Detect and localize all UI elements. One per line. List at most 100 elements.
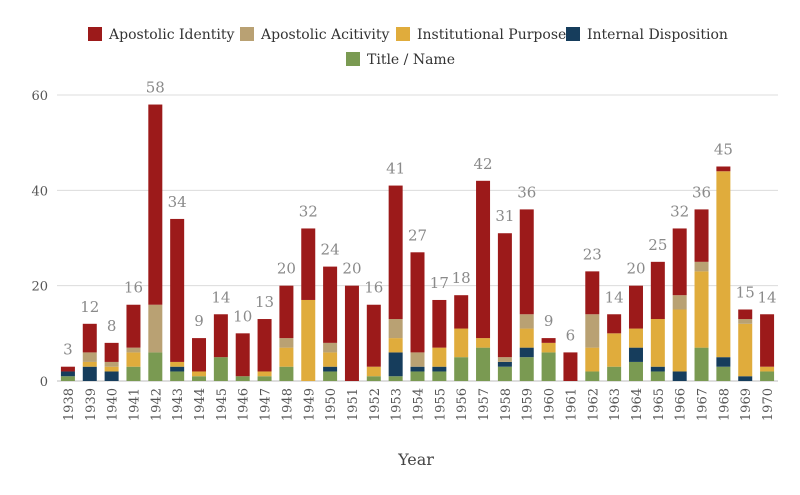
bar-segment-institutional-purpose-1957 xyxy=(476,338,491,348)
bar-segment-internal-disposition-1966 xyxy=(672,371,687,381)
bar-segment-apostolic-acitivity-1942 xyxy=(148,304,163,353)
total-label-1942: 58 xyxy=(146,79,165,97)
x-tick-label-1959: 1959 xyxy=(521,388,536,421)
bar-segment-internal-disposition-1955 xyxy=(432,366,447,372)
bar-segment-apostolic-identity-1952 xyxy=(366,304,381,367)
bar-segment-apostolic-identity-1939 xyxy=(82,323,97,353)
total-label-1941: 16 xyxy=(124,279,143,297)
x-tick-label-1949: 1949 xyxy=(302,388,317,421)
total-label-1938: 3 xyxy=(63,341,73,359)
bar-segment-institutional-purpose-1959 xyxy=(519,328,534,348)
bar-segment-institutional-purpose-1953 xyxy=(388,338,403,353)
bar-segment-title-name-1965 xyxy=(650,371,665,381)
x-tick-label-1961: 1961 xyxy=(564,388,579,421)
legend: Apostolic Identity Apostolic Acitivity Ins… xyxy=(88,27,728,68)
total-label-1967: 36 xyxy=(692,183,711,201)
total-label-1953: 41 xyxy=(386,160,405,178)
bar-segment-title-name-1948 xyxy=(279,366,294,381)
bar-segment-internal-disposition-1939 xyxy=(82,366,97,381)
x-tick-label-1960: 1960 xyxy=(543,388,558,421)
total-label-1950: 24 xyxy=(321,241,340,259)
x-tick-label-1967: 1967 xyxy=(696,388,711,421)
bar-segment-apostolic-identity-1944 xyxy=(192,338,207,372)
x-tick-label-1952: 1952 xyxy=(368,388,383,421)
bar-segment-title-name-1960 xyxy=(541,352,556,381)
legend-swatch-apostolic-acitivity xyxy=(240,27,254,41)
total-label-1940: 8 xyxy=(107,317,117,335)
x-tick-label-1941: 1941 xyxy=(127,388,142,421)
bar-segment-apostolic-identity-1953 xyxy=(388,185,403,320)
total-label-1963: 14 xyxy=(605,288,624,306)
bar-segment-title-name-1956 xyxy=(454,357,469,381)
x-tick-label-1939: 1939 xyxy=(84,388,99,421)
bar-segment-apostolic-identity-1960 xyxy=(541,338,556,343)
x-tick-label-1962: 1962 xyxy=(586,388,601,421)
bar-segment-institutional-purpose-1962 xyxy=(585,347,600,372)
bar-segment-title-name-1968 xyxy=(716,366,731,381)
total-label-1939: 12 xyxy=(80,298,99,316)
bar-segment-apostolic-identity-1945 xyxy=(213,314,228,358)
bar-segment-apostolic-acitivity-1950 xyxy=(323,342,338,353)
bar-segment-apostolic-identity-1970 xyxy=(760,314,775,367)
legend-label-apostolic-acitivity: Apostolic Acitivity xyxy=(260,27,390,43)
bar-segment-apostolic-identity-1965 xyxy=(650,261,665,320)
legend-swatch-internal-disposition xyxy=(566,27,580,41)
bar-segment-internal-disposition-1943 xyxy=(170,366,185,372)
bars xyxy=(60,104,775,381)
bar-segment-institutional-purpose-1947 xyxy=(257,371,272,377)
total-label-1956: 18 xyxy=(452,269,471,287)
bar-segment-title-name-1955 xyxy=(432,371,447,381)
bar-segment-apostolic-acitivity-1939 xyxy=(82,352,97,362)
bar-segment-institutional-purpose-1950 xyxy=(323,352,338,367)
bar-segment-institutional-purpose-1949 xyxy=(301,299,316,381)
x-tick-label-1945: 1945 xyxy=(215,388,230,421)
bar-segment-internal-disposition-1968 xyxy=(716,357,731,367)
bar-segment-title-name-1962 xyxy=(585,371,600,381)
bar-segment-title-name-1950 xyxy=(323,371,338,381)
bar-segment-institutional-purpose-1956 xyxy=(454,328,469,358)
bar-segment-apostolic-identity-1969 xyxy=(738,309,753,320)
bar-segment-institutional-purpose-1967 xyxy=(694,271,709,348)
bar-segment-institutional-purpose-1969 xyxy=(738,323,753,377)
bar-segment-institutional-purpose-1941 xyxy=(126,352,141,367)
bar-segment-apostolic-identity-1964 xyxy=(628,285,643,329)
x-tick-label-1968: 1968 xyxy=(717,388,732,421)
total-label-1947: 13 xyxy=(255,293,274,311)
bar-segment-institutional-purpose-1944 xyxy=(192,371,207,377)
bar-segment-apostolic-acitivity-1958 xyxy=(497,357,512,362)
bar-segment-apostolic-identity-1963 xyxy=(607,314,622,334)
bar-segment-apostolic-identity-1949 xyxy=(301,228,316,300)
total-label-1952: 16 xyxy=(364,279,383,297)
total-label-1966: 32 xyxy=(670,202,689,220)
x-tick-label-1944: 1944 xyxy=(193,388,208,421)
total-label-1948: 20 xyxy=(277,260,296,278)
bar-segment-apostolic-identity-1962 xyxy=(585,271,600,315)
x-tick-label-1947: 1947 xyxy=(259,388,274,421)
bar-segment-institutional-purpose-1955 xyxy=(432,347,447,367)
bar-segment-internal-disposition-1958 xyxy=(497,361,512,367)
bar-segment-institutional-purpose-1939 xyxy=(82,361,97,367)
x-tick-label-1964: 1964 xyxy=(630,388,645,421)
y-axis-ticks: 0 20 40 60 xyxy=(31,89,48,390)
total-label-1961: 6 xyxy=(566,326,576,344)
x-tick-label-1956: 1956 xyxy=(455,388,470,421)
bar-segment-apostolic-identity-1947 xyxy=(257,319,272,372)
bar-segment-internal-disposition-1950 xyxy=(323,366,338,372)
bar-segment-apostolic-identity-1940 xyxy=(104,342,119,362)
bar-segment-internal-disposition-1954 xyxy=(410,366,425,372)
total-label-1970: 14 xyxy=(758,288,777,306)
y-tick-label: 20 xyxy=(31,280,48,295)
bar-segment-institutional-purpose-1964 xyxy=(628,328,643,348)
bar-segment-institutional-purpose-1948 xyxy=(279,347,294,367)
bar-segment-apostolic-identity-1938 xyxy=(60,366,75,372)
bar-segment-apostolic-identity-1943 xyxy=(170,218,185,362)
total-label-1959: 36 xyxy=(517,183,536,201)
bar-segment-internal-disposition-1959 xyxy=(519,347,534,358)
x-axis-title: Year xyxy=(397,450,434,469)
bar-segment-institutional-purpose-1970 xyxy=(760,366,775,372)
bar-segment-title-name-1967 xyxy=(694,347,709,381)
total-label-1969: 15 xyxy=(736,284,755,302)
bar-segment-title-name-1964 xyxy=(628,361,643,381)
